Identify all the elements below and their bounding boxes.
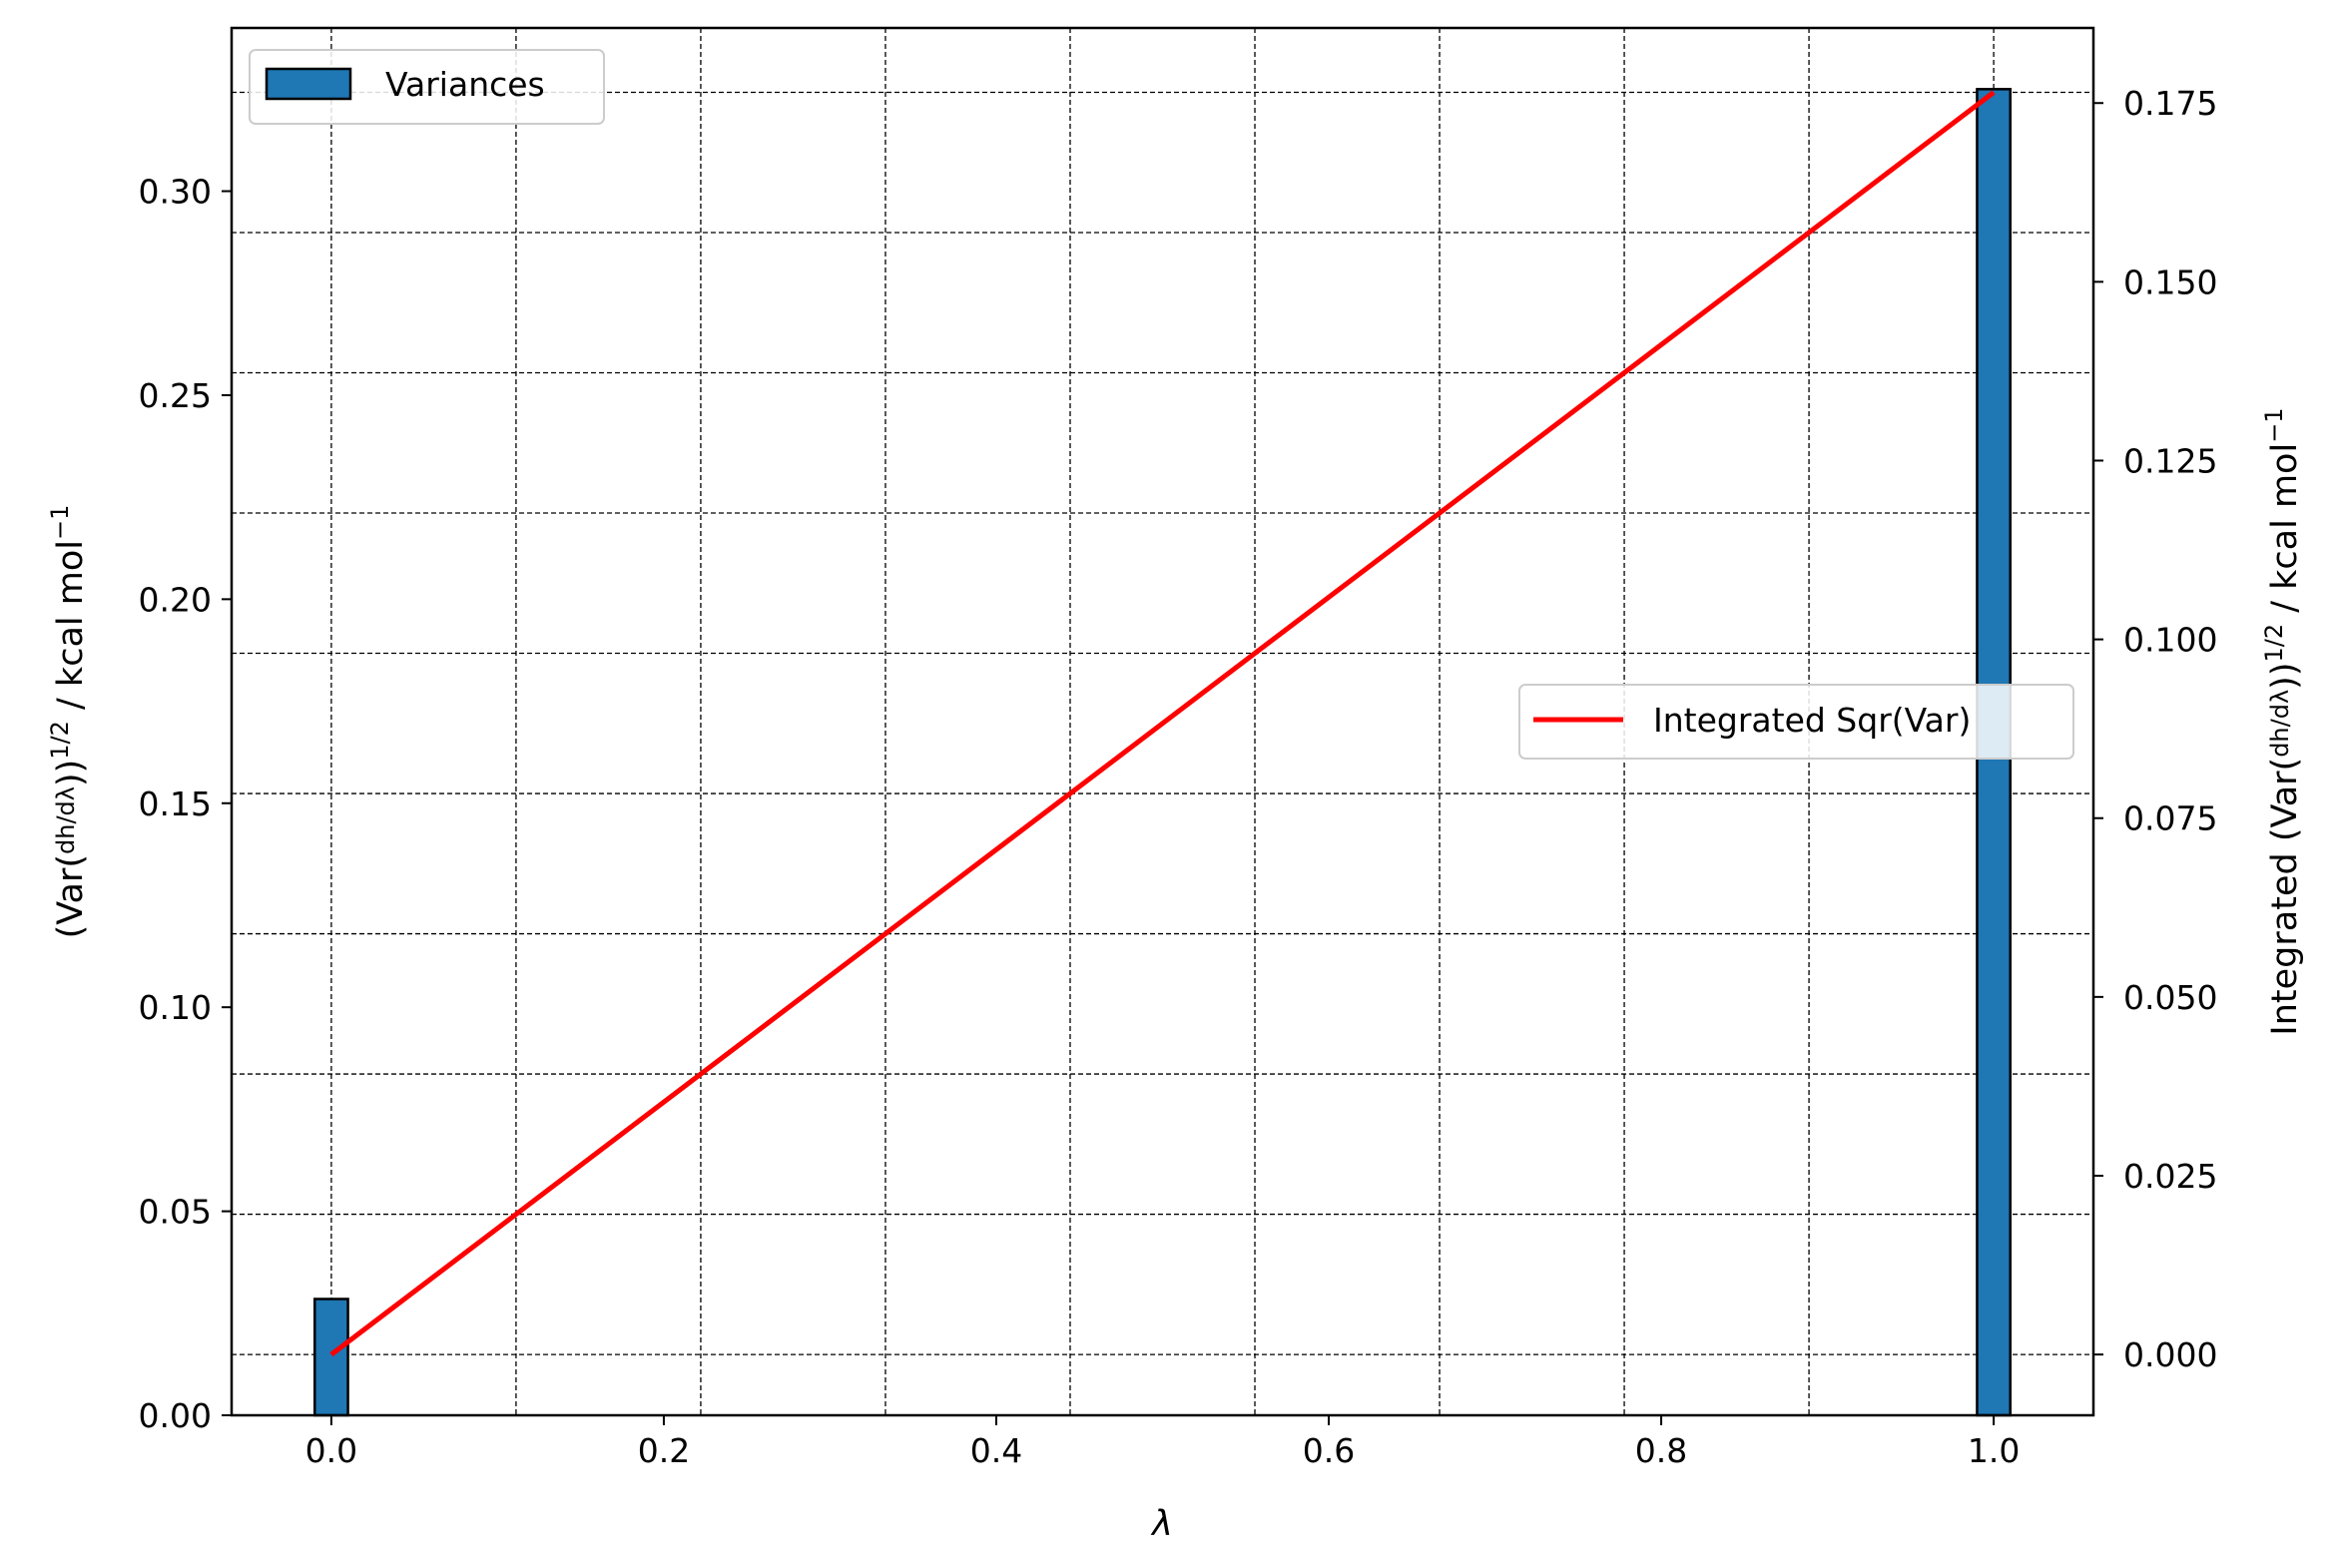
x-tick-label: 1.0 [1968,1431,2020,1470]
x-axis-label: λ [1150,1504,1173,1544]
y-right-label-close: )) [2265,663,2305,690]
y-left-label-units: / kcal mol [51,540,91,721]
y-right-tick-label: 0.025 [2123,1157,2217,1196]
y-right-tick-label: 0.125 [2123,441,2217,480]
y-left-tick-label: 0.10 [139,988,212,1027]
y-left-tick-label: 0.00 [139,1396,212,1435]
y-left-tick-label: 0.05 [139,1193,212,1232]
y-right-label-unit-exponent: −1 [2260,407,2288,442]
y-left-tick-label: 0.30 [139,173,212,212]
y-left-tick-label: 0.15 [139,784,212,823]
y-right-label-fraction: dh/dλ [2266,690,2294,758]
y-right-label-exponent: 1/2 [2260,624,2288,663]
y-right-tick-label: 0.100 [2123,621,2217,660]
y-left-label-prefix: (Var( [51,854,91,938]
y-left-tick-label: 0.20 [139,580,212,619]
ticks: 0.0 0.2 0.4 0.6 0.8 1.0 0.00 0.05 0.10 0.15 0.20 0.… [139,84,2218,1470]
y-left-tick-label: 0.25 [139,376,212,415]
bar-variance [313,1298,349,1417]
y-left-label-fraction: dh/dλ [52,786,80,854]
x-tick-label: 0.0 [305,1431,357,1470]
y-right-label-units: / kcal mol [2265,443,2305,624]
y-right-tick-label: 0.000 [2123,1335,2217,1374]
lines [329,90,1996,1357]
legend-variances-swatch [265,67,352,101]
y-axis-right-label: Integrated (Var(dh/dλ))1/2 / kcal mol−1 [2260,407,2305,1035]
y-axis-left-label: (Var(dh/dλ))1/2 / kcal mol−1 [46,505,91,939]
x-tick-label: 0.4 [970,1431,1022,1470]
line-integrated-sqr-var [329,90,1996,1357]
x-tick-label: 0.2 [638,1431,690,1470]
plot-frame [230,26,2095,1417]
legend-integrated: Integrated Sqr(Var) [1518,684,2074,760]
legend-integrated-label: Integrated Sqr(Var) [1653,701,1971,740]
x-tick-label: 0.6 [1303,1431,1355,1470]
x-tick-label: 0.8 [1635,1431,1687,1470]
legend-integrated-frame [1518,684,2074,760]
y-right-tick-label: 0.150 [2123,262,2217,301]
y-right-tick-label: 0.050 [2123,978,2217,1017]
legend-variances-label: Variances [385,65,545,104]
y-right-tick-label: 0.175 [2123,84,2217,123]
y-right-tick-label: 0.075 [2123,799,2217,838]
grid [232,28,2093,1415]
legend-variances: Variances [249,49,605,125]
y-left-label-unit-exponent: −1 [46,505,74,540]
y-left-label-exponent: 1/2 [46,721,74,760]
y-left-label-close: )) [51,760,91,786]
y-right-label-prefix: Integrated (Var( [2265,758,2305,1036]
